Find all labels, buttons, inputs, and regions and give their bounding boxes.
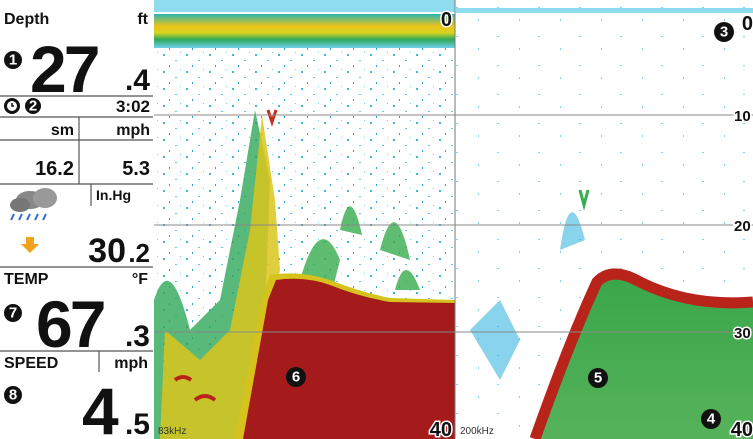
marker-number: 8 xyxy=(9,387,17,404)
callout-number: 3 xyxy=(720,24,728,41)
speed-unit: mph xyxy=(116,122,150,139)
marker-number: 1 xyxy=(9,52,17,69)
distance-unit: sm xyxy=(51,122,74,139)
sonar-screen: Depth ft 1 27 .4 2 3:02 sm mph 16.2 5.3 … xyxy=(0,0,753,439)
depth-value: 27 xyxy=(30,32,98,106)
marker-number: 2 xyxy=(29,98,37,115)
depth-unit: ft xyxy=(137,11,148,28)
temp-decimal: .3 xyxy=(125,320,150,353)
temp-unit: °F xyxy=(132,271,148,288)
callout-number: 6 xyxy=(292,369,300,386)
depth-scale: 20 xyxy=(734,218,751,235)
pressure-decimal: .2 xyxy=(128,238,150,268)
trip-distance: 16.2 xyxy=(35,158,74,180)
temp-label: TEMP xyxy=(4,271,49,288)
trip-speed: 5.3 xyxy=(122,158,150,180)
depth-scale: 10 xyxy=(734,108,751,125)
temp-value: 67 xyxy=(36,287,104,361)
callout-number: 5 xyxy=(594,370,602,387)
speed-label: SPEED xyxy=(4,355,58,372)
callout-number: 4 xyxy=(707,411,716,428)
left-bottom-depth: 40 xyxy=(430,419,452,439)
right-top-depth: 0 xyxy=(742,13,753,35)
depth-scale: 30 xyxy=(734,325,751,342)
depth-decimal: .4 xyxy=(125,64,150,97)
speed-unit: mph xyxy=(114,355,148,372)
timer: 3:02 xyxy=(116,97,150,116)
speed-value: 4 xyxy=(82,374,119,439)
left-top-depth: 0 xyxy=(441,9,452,31)
right-frequency: 200kHz xyxy=(460,426,494,437)
left-frequency: 83kHz xyxy=(158,426,186,437)
pressure-unit: In.Hg xyxy=(96,187,131,203)
right-bottom-depth: 40 xyxy=(731,419,753,439)
depth-label: Depth xyxy=(4,11,49,28)
speed-decimal: .5 xyxy=(125,408,150,439)
marker-number: 7 xyxy=(9,305,17,322)
pressure-value: 30 xyxy=(88,232,126,270)
